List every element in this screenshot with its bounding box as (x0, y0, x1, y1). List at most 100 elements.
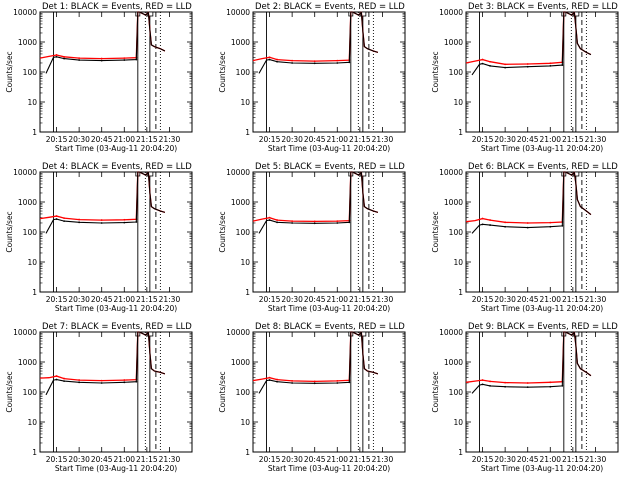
x-axis-label: Start Time (03-Aug-11 20:04:20) (481, 144, 603, 153)
y-axis-label: Counts/sec (218, 211, 227, 252)
y-axis-label: Counts/sec (431, 51, 440, 92)
lld-point (549, 62, 552, 65)
detector-chart-8: Det 8: BLACK = Events, RED = LLD 1 10 100 10… (218, 322, 406, 473)
y-tick-label: 1000 (444, 358, 463, 367)
saturation-box (573, 11, 580, 17)
detector-panel-2: Det 2: BLACK = Events, RED = LLD 1 10 100 10… (213, 0, 426, 160)
y-tick-label: 1 (32, 448, 37, 457)
y-tick-label: 10 (453, 258, 463, 267)
lld-point (313, 380, 316, 383)
x-tick-label: 20:15 (259, 455, 281, 464)
detector-chart-4: Det 4: BLACK = Events, RED = LLD 1 10 100 10… (5, 162, 193, 313)
y-tick-label: 10 (27, 98, 37, 107)
events-point (504, 385, 507, 388)
x-tick-label: 20:30 (68, 295, 90, 304)
x-tick-label: 21:00 (326, 135, 348, 144)
lld-series-line (39, 171, 166, 221)
events-point (268, 219, 271, 221)
events-point (78, 381, 81, 384)
lld-series-line (252, 331, 379, 383)
x-tick-label: 21:15 (136, 295, 158, 304)
detector-chart-2: Det 2: BLACK = Events, RED = LLD 1 10 100 10… (218, 2, 406, 153)
plot-frame (39, 331, 193, 453)
x-axis-label: Start Time (03-Aug-11 20:04:20) (55, 464, 177, 473)
x-tick-label: 20:30 (494, 455, 516, 464)
detector-panel-8: Det 8: BLACK = Events, RED = LLD 1 10 100 10… (213, 320, 426, 480)
chart-title: Det 6: BLACK = Events, RED = LLD (468, 162, 618, 172)
x-tick-label: 21:30 (159, 135, 181, 144)
events-point (549, 64, 552, 67)
y-tick-label: 100 (23, 388, 38, 397)
lld-point (100, 379, 103, 382)
y-tick-label: 1000 (231, 38, 250, 47)
y-tick-label: 10000 (13, 328, 37, 337)
lld-point (336, 379, 339, 382)
x-tick-label: 20:45 (304, 295, 326, 304)
detector-chart-1: Det 1: BLACK = Events, RED = LLD 1 10 100 10… (5, 2, 193, 153)
lld-point (489, 60, 491, 63)
x-tick-label: 20:45 (517, 295, 539, 304)
x-tick-label: 21:15 (136, 135, 158, 144)
x-tick-label: 20:30 (68, 135, 90, 144)
lld-series-line (39, 11, 166, 60)
plot-frame (39, 11, 193, 133)
lld-point (549, 381, 552, 384)
events-point (526, 226, 529, 229)
x-tick-label: 20:45 (304, 455, 326, 464)
events-point (276, 221, 278, 224)
detector-chart-6: Det 6: BLACK = Events, RED = LLD 1 10 100 10… (431, 162, 619, 313)
x-tick-label: 20:15 (472, 135, 494, 144)
lld-point (336, 59, 339, 62)
detector-panel-5: Det 5: BLACK = Events, RED = LLD 1 10 100 10… (213, 160, 426, 320)
y-tick-label: 100 (23, 68, 38, 77)
lld-point (78, 218, 81, 221)
x-tick-label: 20:15 (259, 295, 281, 304)
lld-point (291, 59, 294, 62)
events-point (268, 379, 271, 381)
lld-point (526, 222, 529, 224)
x-tick-label: 20:15 (472, 455, 494, 464)
events-point (55, 218, 58, 220)
chart-title: Det 1: BLACK = Events, RED = LLD (42, 2, 192, 12)
y-tick-label: 1 (245, 128, 250, 137)
events-point (135, 221, 138, 223)
y-axis-label: Counts/sec (431, 211, 440, 252)
saturation-box (573, 331, 580, 337)
lld-series-line (252, 11, 379, 62)
y-tick-label: 1 (32, 128, 37, 137)
y-tick-label: 1 (32, 288, 37, 297)
y-tick-label: 100 (449, 388, 464, 397)
detector-chart-5: Det 5: BLACK = Events, RED = LLD 1 10 100 10… (218, 162, 406, 313)
x-tick-label: 20:30 (494, 135, 516, 144)
y-axis-label: Counts/sec (5, 211, 14, 252)
x-tick-label: 20:15 (46, 295, 68, 304)
detector-chart-7: Det 7: BLACK = Events, RED = LLD 1 10 100 10… (5, 322, 193, 473)
lld-point (100, 57, 103, 60)
lld-point (123, 218, 126, 221)
y-tick-label: 1000 (18, 198, 37, 207)
x-axis-label: Start Time (03-Aug-11 20:04:20) (481, 464, 603, 473)
y-tick-label: 1 (458, 128, 463, 137)
events-point (489, 384, 491, 387)
events-point (100, 59, 103, 62)
x-tick-label: 21:30 (372, 455, 394, 464)
lld-series-line (465, 331, 592, 384)
x-tick-label: 21:00 (539, 295, 561, 304)
x-tick-label: 21:30 (585, 135, 607, 144)
x-tick-label: 21:00 (326, 295, 348, 304)
events-point (504, 66, 507, 69)
events-series-line (471, 331, 592, 394)
events-point (63, 57, 65, 60)
events-point (63, 380, 65, 383)
events-point (481, 383, 484, 386)
lld-point (504, 221, 507, 224)
y-axis-label: Counts/sec (431, 371, 440, 412)
x-axis-label: Start Time (03-Aug-11 20:04:20) (55, 144, 177, 153)
events-point (561, 224, 564, 227)
y-tick-label: 10 (240, 418, 250, 427)
x-tick-label: 20:45 (304, 135, 326, 144)
events-point (135, 380, 138, 383)
y-tick-label: 100 (236, 68, 251, 77)
y-tick-label: 10000 (13, 168, 37, 177)
x-tick-label: 20:30 (281, 135, 303, 144)
